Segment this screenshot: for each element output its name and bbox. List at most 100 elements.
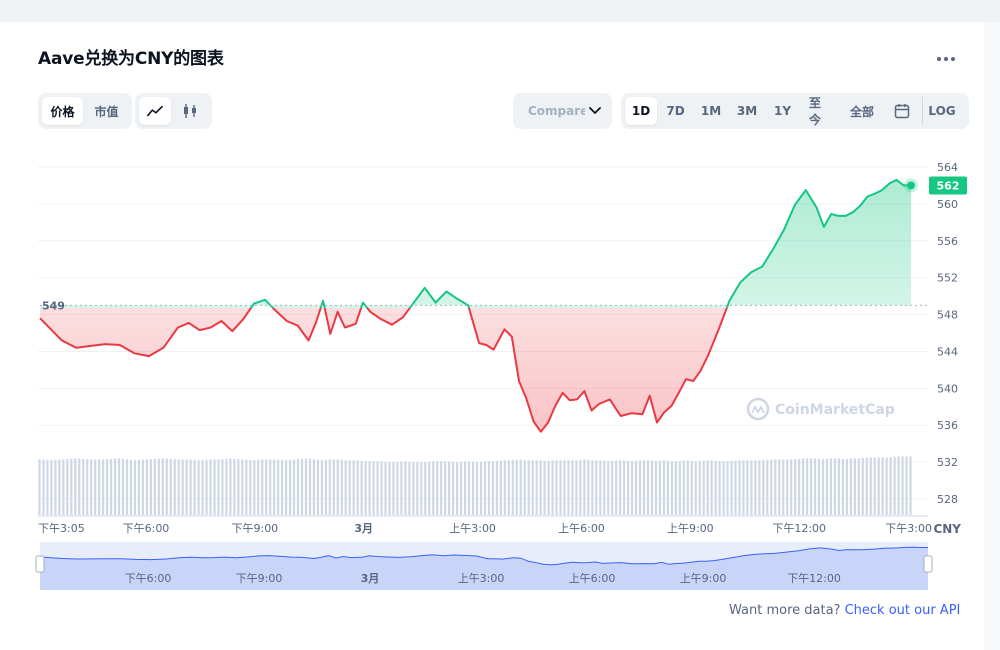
range-1y[interactable]: 1Y — [773, 104, 792, 118]
tab-market-cap[interactable]: 市值 — [94, 104, 119, 119]
volume-bar — [634, 460, 638, 515]
range-ytd[interactable]: 至今 — [809, 96, 822, 127]
volume-bar — [821, 459, 825, 515]
volume-bar — [145, 459, 148, 515]
metric-toggle: 价格 市值 — [38, 93, 132, 129]
volume-bar — [173, 459, 176, 515]
volume-bar — [734, 460, 737, 515]
x-tick-label: 下午6:00 — [123, 522, 170, 535]
volume-bar — [479, 461, 483, 515]
volume-bar — [638, 460, 642, 515]
volume-bar — [658, 460, 662, 515]
volume-bar — [225, 458, 228, 515]
volume-bar — [165, 458, 168, 515]
volume-bar — [113, 458, 117, 515]
volume-bar — [861, 458, 864, 515]
volume-bar — [678, 460, 681, 515]
volume-bar — [109, 458, 113, 515]
baseline: 549 562 — [40, 176, 967, 312]
api-link[interactable]: Check out our API — [844, 603, 961, 618]
price-line-up — [249, 178, 911, 308]
navigator-tick-label: 上午3:00 — [458, 572, 505, 585]
range-1m[interactable]: 1M — [700, 104, 722, 118]
volume-bar — [300, 458, 304, 515]
navigator-handle-right[interactable] — [923, 555, 933, 573]
volume-bar — [312, 459, 316, 515]
volume-bar — [686, 460, 689, 515]
volume-bar — [308, 458, 312, 515]
volume-bar — [261, 459, 264, 515]
x-tick-label: 上午9:00 — [667, 522, 714, 535]
volume-bar — [507, 460, 510, 515]
volume-bar — [909, 456, 912, 515]
volume-bar — [181, 459, 184, 515]
time-navigator[interactable]: 下午6:00 下午9:00 3月 上午3:00 上午6:00 上午9:00 下午12:00 — [35, 542, 933, 590]
volume-bar — [265, 459, 268, 515]
volume-bar — [432, 461, 435, 515]
volume-bar — [758, 460, 761, 515]
volume-bar — [98, 459, 101, 515]
candlestick-icon[interactable] — [173, 97, 207, 125]
volume-bar — [519, 459, 522, 515]
tab-price[interactable]: 价格 — [42, 97, 83, 125]
volume-bar — [344, 460, 347, 515]
volume-bar — [177, 459, 180, 515]
volume-bar — [392, 461, 395, 515]
volume-bar — [738, 460, 741, 515]
range-1d[interactable]: 1D — [625, 97, 657, 125]
volume-bar — [746, 460, 749, 515]
volume-bar — [654, 461, 658, 515]
volume-bar — [102, 459, 105, 515]
range-7d[interactable]: 7D — [666, 104, 685, 118]
volume-bar — [117, 458, 121, 515]
more-options-icon[interactable] — [934, 50, 958, 68]
log-scale-toggle[interactable]: LOG — [922, 97, 961, 125]
volume-bar — [817, 458, 821, 515]
volume-bar — [802, 458, 805, 515]
volume-bar — [368, 461, 371, 515]
volume-bar — [825, 458, 829, 515]
volume-bar — [666, 460, 669, 515]
volume-bar — [94, 459, 97, 515]
range-3m[interactable]: 3M — [736, 104, 758, 118]
volume-bar — [627, 460, 630, 515]
volume-bar — [269, 459, 272, 515]
volume-bar — [774, 459, 777, 515]
y-tick-label: 552 — [937, 272, 958, 285]
volume-bar — [448, 461, 451, 515]
volume-bar — [428, 461, 431, 515]
volume-bar — [408, 461, 411, 515]
volume-bar — [237, 458, 240, 515]
volume-bar — [881, 457, 884, 515]
volume-bar — [742, 460, 745, 515]
compare-label: Compare with — [528, 104, 585, 118]
volume-bar — [543, 460, 546, 515]
volume-bar — [189, 459, 192, 515]
volume-bar — [547, 461, 550, 515]
volume-bar — [284, 460, 288, 515]
volume-bar — [340, 459, 343, 515]
volume-bar — [233, 458, 236, 515]
volume-bar — [694, 461, 697, 515]
volume-bar — [424, 462, 427, 515]
volume-bar — [837, 458, 841, 515]
y-tick-label: 532 — [937, 456, 958, 469]
volume-bar — [416, 462, 419, 515]
volume-bar — [360, 461, 363, 515]
volume-bar — [157, 458, 160, 515]
navigator-handle-left[interactable] — [35, 555, 45, 573]
volume-bar — [539, 460, 542, 515]
range-all[interactable]: 全部 — [850, 104, 875, 119]
compare-dropdown[interactable]: Compare with — [513, 93, 612, 129]
navigator-line — [39, 546, 928, 566]
volume-bar — [523, 460, 526, 515]
navigator-tick-label: 下午6:00 — [125, 572, 172, 585]
calendar-icon[interactable] — [884, 97, 920, 125]
volume-bar — [619, 460, 622, 515]
volume-bar — [829, 458, 833, 515]
volume-bar — [292, 459, 296, 515]
volume-bar — [575, 460, 578, 515]
volume-bar — [682, 460, 685, 515]
line-chart-icon[interactable] — [139, 97, 171, 125]
